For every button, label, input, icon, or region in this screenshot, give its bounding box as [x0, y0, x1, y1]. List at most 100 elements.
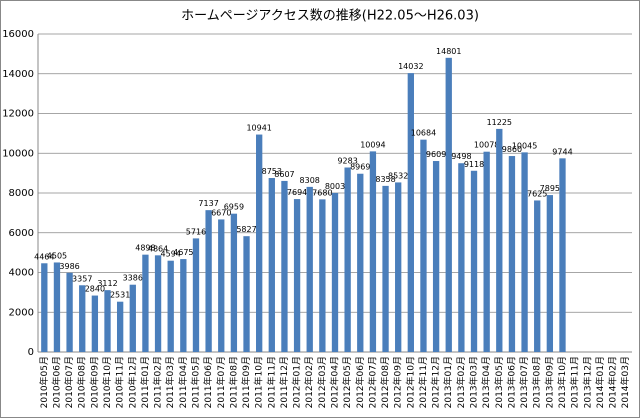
bar	[53, 262, 61, 352]
value-label: 14801	[436, 47, 461, 56]
bar	[79, 285, 86, 352]
x-tick-label: 2013年11月	[569, 356, 581, 408]
x-tick-label: 2013年12月	[581, 356, 593, 408]
y-tick-label: 16000	[2, 29, 34, 40]
x-tick-label: 2012年06月	[354, 356, 366, 408]
bar	[306, 186, 313, 352]
bar	[116, 301, 124, 352]
value-label: 10078	[474, 141, 499, 150]
value-label: 10045	[512, 141, 537, 150]
value-label: 14032	[398, 62, 423, 71]
value-label: 10094	[360, 140, 385, 149]
value-label: 7895	[540, 184, 560, 193]
x-tick-label: 2011年10月	[253, 356, 265, 408]
value-label: 9744	[552, 147, 572, 156]
x-tick-label: 2012年08月	[379, 356, 391, 408]
x-tick-label: 2012年04月	[329, 356, 341, 408]
bar	[331, 192, 339, 352]
x-tick-label: 2011年05月	[189, 356, 201, 408]
x-tick-label: 2011年08月	[227, 356, 239, 408]
x-tick-label: 2012年11月	[417, 356, 429, 408]
y-tick-label: 10000	[2, 148, 34, 159]
value-label: 8969	[350, 163, 370, 172]
x-tick-label: 2010年10月	[101, 356, 113, 408]
bar	[432, 161, 440, 352]
x-tick-label: 2010年05月	[38, 356, 50, 408]
bar	[521, 152, 528, 352]
value-label: 4464	[34, 252, 54, 261]
bar	[218, 219, 225, 352]
x-tick-label: 2011年09月	[240, 356, 252, 408]
x-tick-label: 2012年02月	[303, 356, 315, 408]
bar	[91, 295, 99, 352]
y-tick-label: 0	[28, 347, 34, 358]
value-label: 8607	[274, 170, 294, 179]
y-tick-label: 4000	[9, 268, 34, 279]
bar	[483, 151, 490, 352]
value-label: 8308	[300, 176, 320, 185]
value-label: 8753	[262, 167, 282, 176]
y-tick-label: 6000	[9, 228, 34, 239]
value-label: 9609	[426, 150, 446, 159]
value-label: 9860	[502, 145, 522, 154]
x-tick-label: 2013年04月	[480, 356, 492, 408]
value-label: 8003	[325, 182, 345, 191]
x-tick-label: 2014年03月	[619, 356, 631, 408]
bar	[420, 139, 427, 352]
x-tick-label: 2013年08月	[531, 356, 543, 408]
bar	[192, 238, 200, 352]
x-tick-label: 2013年09月	[543, 356, 555, 408]
x-tick-label: 2013年10月	[556, 356, 568, 408]
value-label: 9118	[464, 160, 484, 169]
value-label: 7680	[312, 188, 332, 197]
value-label: 3986	[59, 262, 79, 271]
x-tick-label: 2013年01月	[442, 356, 454, 408]
bar	[129, 284, 136, 352]
x-tick-label: 2010年12月	[126, 356, 138, 408]
x-tick-label: 2012年03月	[316, 356, 328, 408]
bar	[534, 200, 541, 352]
bar	[205, 210, 212, 352]
value-label: 9498	[451, 152, 471, 161]
value-label: 4594	[161, 250, 181, 259]
x-tick-label: 2011年01月	[139, 356, 151, 408]
x-tick-label: 2011年12月	[278, 356, 290, 408]
x-tick-label: 2013年07月	[518, 356, 530, 408]
x-tick-label: 2012年12月	[430, 356, 442, 408]
x-tick-label: 2011年11月	[265, 356, 277, 408]
x-tick-label: 2013年03月	[468, 356, 480, 408]
bar	[445, 57, 452, 352]
bar	[243, 236, 250, 352]
chart-title: ホームページアクセス数の推移(H22.05～H26.03)	[181, 9, 479, 24]
bar	[104, 290, 111, 352]
y-tick-label: 14000	[2, 69, 34, 80]
x-tick-label: 2010年06月	[50, 356, 62, 408]
bar	[382, 185, 389, 352]
value-label: 2531	[110, 291, 130, 300]
value-label: 7137	[198, 199, 218, 208]
value-label: 5716	[186, 227, 206, 236]
value-label: 3386	[123, 274, 143, 283]
value-label: 8358	[375, 175, 395, 184]
bar	[281, 180, 288, 352]
value-label: 6959	[224, 203, 244, 212]
x-tick-label: 2012年10月	[404, 356, 416, 408]
value-label: 10941	[246, 124, 271, 133]
bar	[508, 156, 516, 352]
x-tick-label: 2012年01月	[291, 356, 303, 408]
bar	[470, 170, 478, 352]
x-tick-label: 2014年01月	[594, 356, 606, 408]
value-label: 4898	[135, 244, 155, 253]
value-label: 8532	[388, 171, 408, 180]
value-label: 6670	[211, 208, 231, 217]
value-label: 4864	[148, 244, 168, 253]
x-tick-label: 2013年06月	[505, 356, 517, 408]
x-tick-label: 2013年05月	[493, 356, 505, 408]
bar	[319, 199, 326, 352]
x-tick-label: 2011年07月	[215, 356, 227, 408]
bar	[293, 199, 301, 352]
value-label: 9283	[337, 157, 357, 166]
value-label: 5827	[236, 225, 256, 234]
bar	[395, 182, 402, 352]
